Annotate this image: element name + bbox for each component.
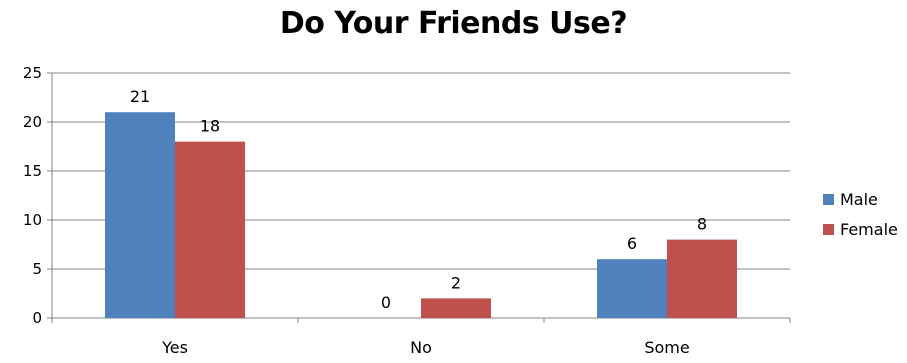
legend-label-male: Male [840, 189, 878, 209]
bar-female-some [667, 239, 737, 318]
x-tick-label: Some [644, 338, 689, 357]
y-tick-label: 0 [32, 309, 42, 327]
data-label-female-no: 2 [451, 273, 461, 292]
chart-legend: Male Female [823, 189, 898, 249]
bar-male-some [597, 259, 667, 318]
x-tick-label: No [410, 338, 432, 357]
bar-female-yes [175, 141, 245, 318]
legend-item-male: Male [823, 189, 898, 209]
bar-male-yes [105, 112, 175, 318]
legend-label-female: Female [840, 219, 898, 239]
chart-title: Do Your Friends Use? [279, 6, 628, 41]
y-tick-label: 5 [32, 260, 42, 278]
data-label-male-some: 6 [627, 234, 637, 253]
legend-swatch-female [823, 223, 834, 235]
y-tick-label: 10 [23, 211, 42, 229]
y-tick-label: 15 [23, 162, 42, 180]
y-tick-label: 25 [23, 64, 42, 82]
legend-swatch-male [823, 193, 834, 205]
bar-female-no [421, 298, 491, 318]
data-label-male-no: 0 [381, 293, 391, 312]
legend-item-female: Female [823, 219, 898, 239]
data-label-male-yes: 21 [130, 87, 150, 106]
y-tick-label: 20 [23, 113, 42, 131]
data-label-female-some: 8 [697, 215, 707, 234]
x-tick-label: Yes [161, 338, 188, 357]
data-label-female-yes: 18 [200, 117, 220, 136]
